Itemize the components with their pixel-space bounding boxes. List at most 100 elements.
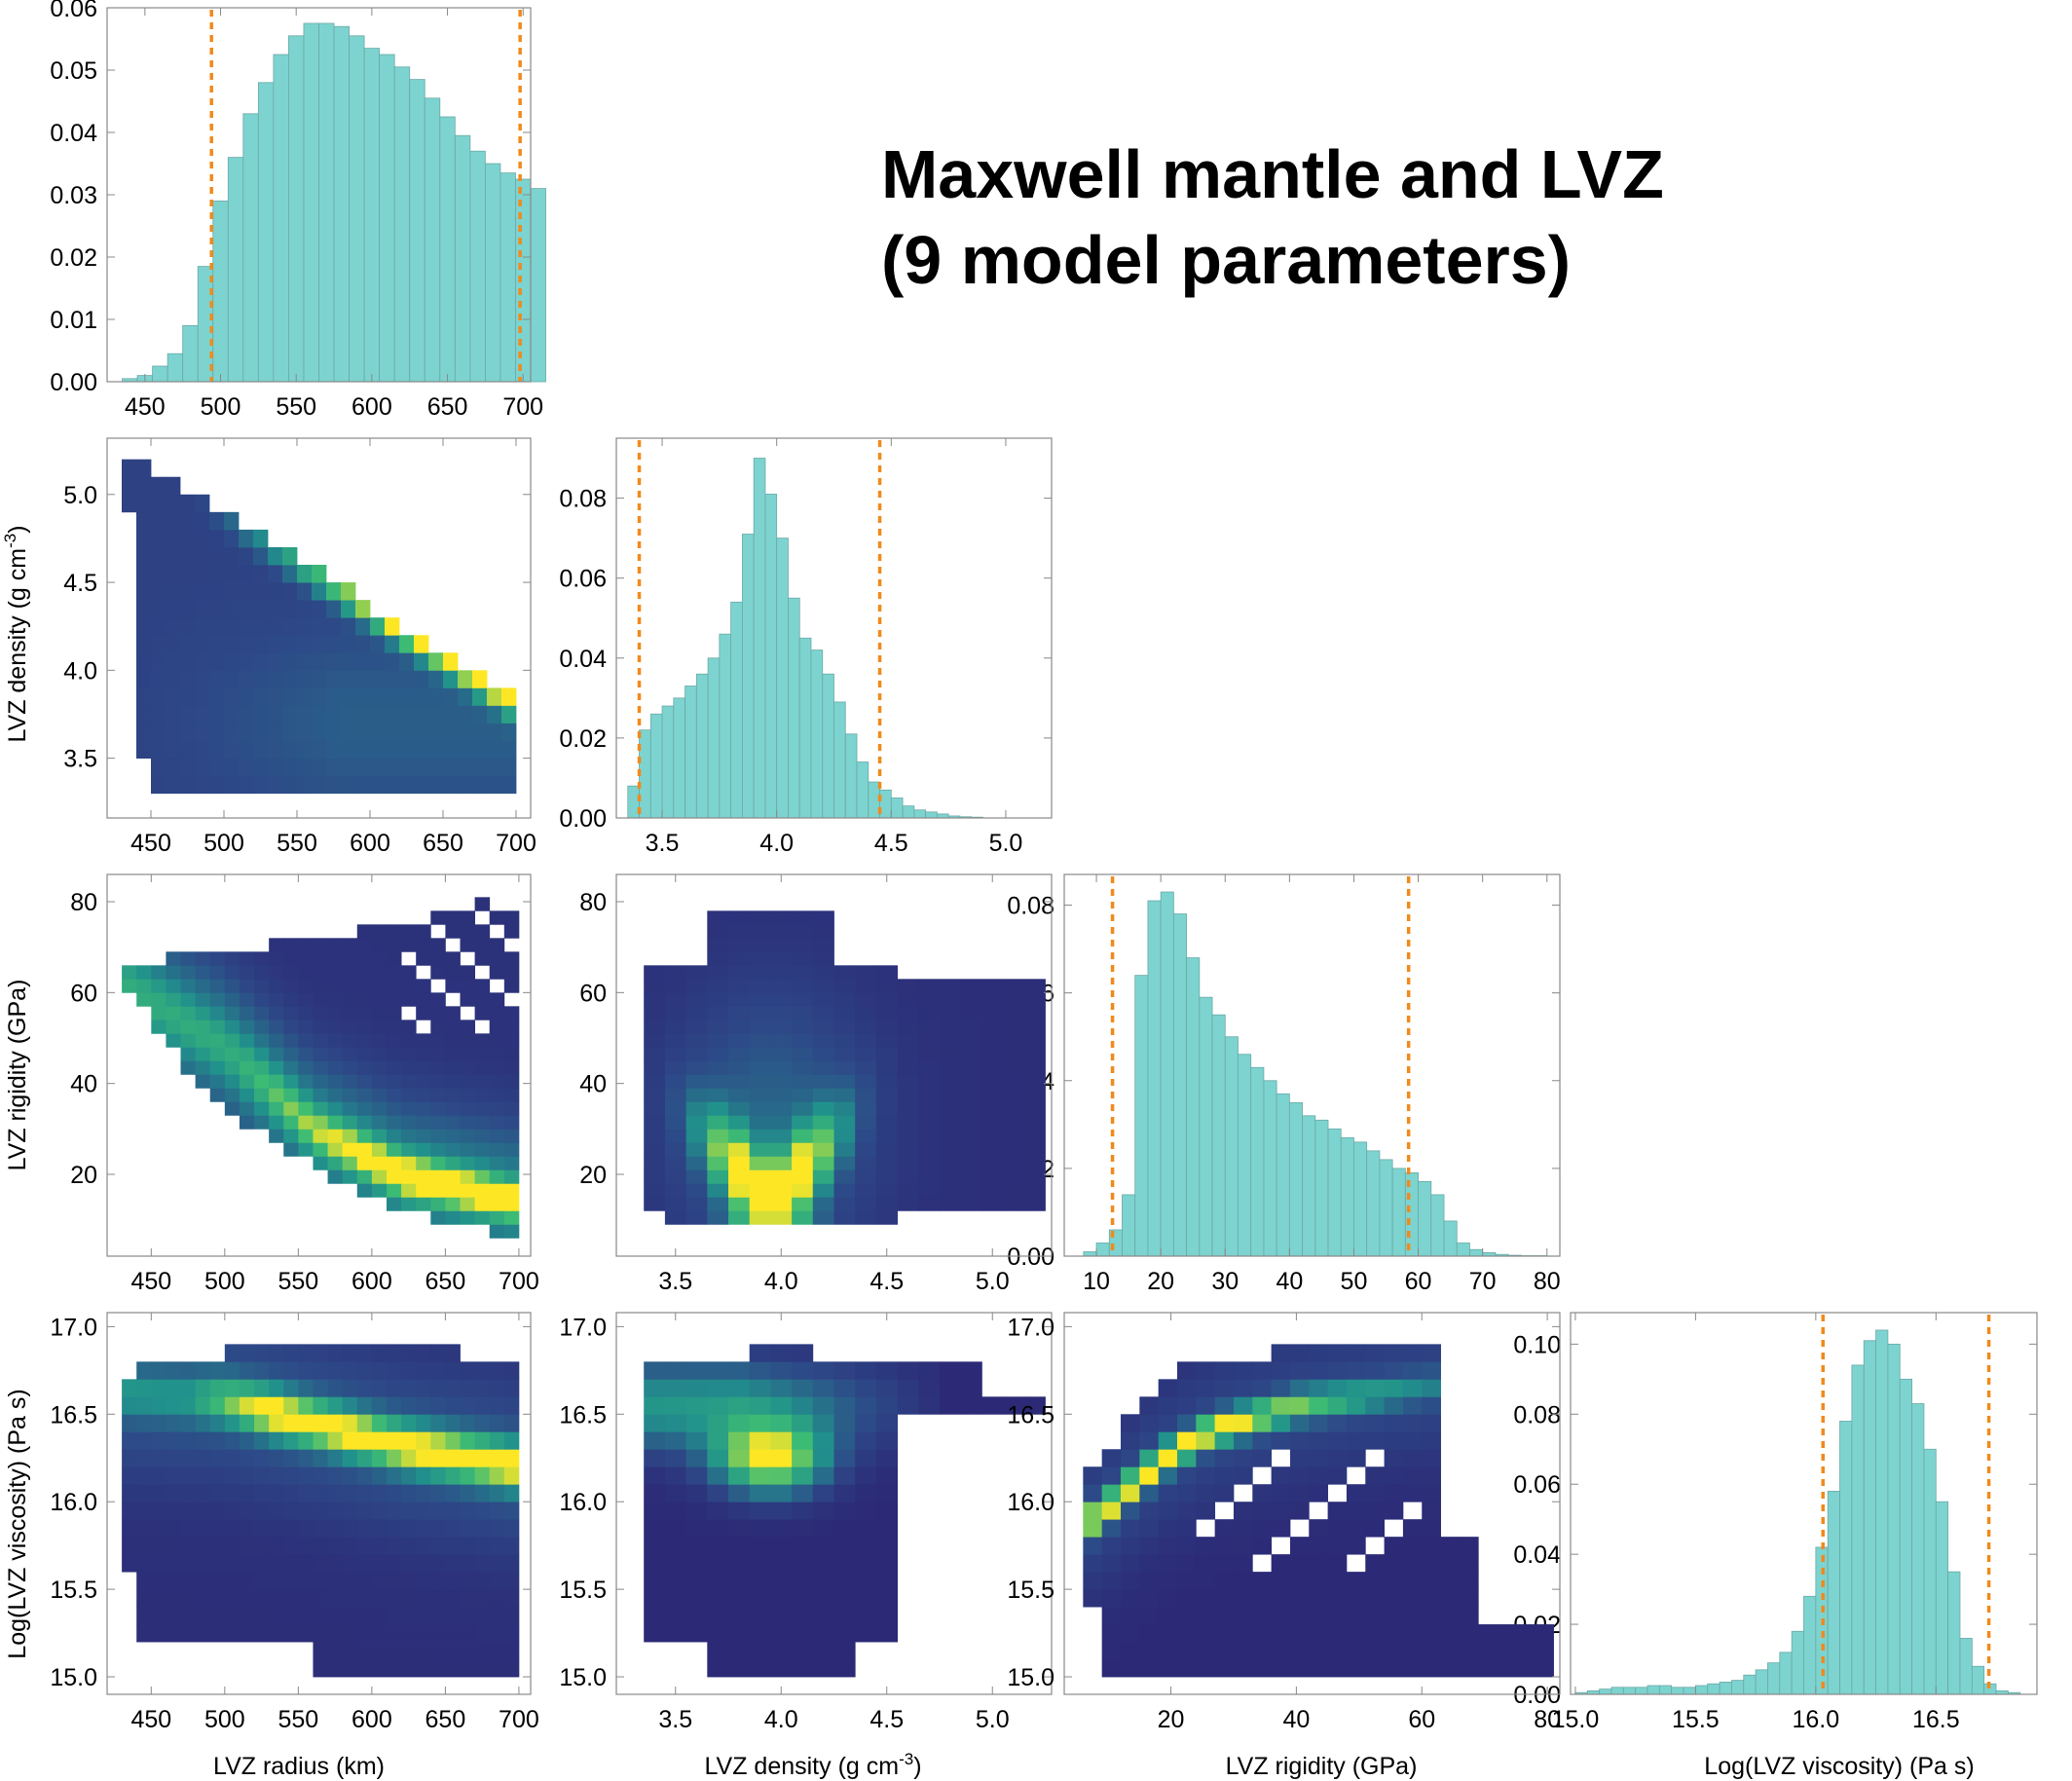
density-viscosity-cell xyxy=(770,1361,793,1380)
radius-rigidity-cell xyxy=(239,1047,255,1061)
viscosity-hist-bar xyxy=(1803,1595,1817,1695)
radius-rigidity-cell xyxy=(401,924,417,939)
radius-viscosity-cell xyxy=(342,1572,358,1590)
rigidity-viscosity-cell xyxy=(1214,1659,1235,1678)
radius-density-cell xyxy=(282,617,298,636)
radius-density-cell xyxy=(239,635,254,653)
radius-viscosity-cell xyxy=(298,1431,314,1450)
radius-viscosity-cell xyxy=(430,1554,446,1573)
density-viscosity-cell xyxy=(875,1361,898,1380)
rigidity-viscosity-cell xyxy=(1176,1484,1197,1503)
radius-rigidity-cell xyxy=(386,1074,402,1089)
radius-density-cell xyxy=(385,740,400,760)
radius-rigidity-cell xyxy=(166,965,181,980)
radius-density-cell xyxy=(136,459,152,478)
radius-density-cell xyxy=(312,670,327,688)
density-rigidity-cell xyxy=(707,1115,729,1130)
radius-rigidity-cell xyxy=(298,979,314,993)
radius-viscosity-cell xyxy=(460,1537,476,1555)
density-rigidity-cell xyxy=(1023,1020,1046,1034)
rigidity-viscosity-cell xyxy=(1139,1624,1160,1643)
radius-viscosity-cell xyxy=(445,1659,461,1678)
density-viscosity-cell xyxy=(664,1466,687,1485)
density-rigidity-cell xyxy=(792,1074,814,1089)
radius-density-cell xyxy=(195,617,210,636)
radius-density-cell xyxy=(355,687,371,706)
density-viscosity-cell xyxy=(833,1449,856,1467)
radius-rigidity-cell xyxy=(371,1156,388,1170)
density-rigidity-cell xyxy=(728,965,751,980)
radius-hist-bar xyxy=(530,188,546,383)
radius-viscosity-cell xyxy=(283,1589,299,1608)
radius-viscosity-cell xyxy=(209,1484,226,1503)
density-rigidity-cell xyxy=(749,1129,771,1143)
radius-density-cell xyxy=(282,635,298,653)
radius-density-cell xyxy=(428,723,444,741)
radius-density-cell xyxy=(487,775,502,795)
radius-rigidity-cell xyxy=(283,992,299,1007)
rigidity-hist-bar xyxy=(1263,1080,1277,1257)
radius-viscosity-cell xyxy=(401,1361,417,1380)
density-hist-bar xyxy=(833,701,846,819)
radius-viscosity-cell xyxy=(239,1414,255,1432)
radius-density-cell xyxy=(268,582,283,601)
rigidity-viscosity-cell xyxy=(1289,1396,1310,1415)
density-y-label-close: ) xyxy=(4,525,31,533)
rigidity-viscosity-cell xyxy=(1120,1466,1140,1485)
radius-viscosity-cell xyxy=(151,1396,166,1415)
radius-viscosity-cell xyxy=(371,1607,388,1625)
density-rigidity-cell xyxy=(897,1101,919,1116)
radius-density-cell xyxy=(282,687,298,706)
radius-viscosity-cell xyxy=(239,1624,255,1643)
rigidity-viscosity-cell xyxy=(1384,1537,1404,1555)
rigidity-viscosity-cell xyxy=(1158,1572,1178,1590)
radius-rigidity-cell xyxy=(342,992,358,1007)
rigidity-viscosity-ytick-label: 17.0 xyxy=(1007,1314,1054,1341)
radius-viscosity-cell xyxy=(460,1466,476,1485)
radius-density-cell xyxy=(136,476,152,496)
density-rigidity-cell xyxy=(1023,1169,1046,1184)
rigidity-viscosity-cell xyxy=(1346,1624,1366,1643)
rigidity-viscosity-cell xyxy=(1196,1361,1216,1380)
radius-rigidity-cell xyxy=(474,1033,491,1048)
radius-viscosity-cell xyxy=(371,1396,388,1415)
radius-rigidity-cell xyxy=(283,1142,299,1157)
density-viscosity-cell xyxy=(749,1466,771,1485)
radius-rigidity-cell xyxy=(445,1129,461,1143)
density-viscosity-cell xyxy=(960,1396,982,1415)
radius-rigidity-cell xyxy=(269,1088,284,1102)
rigidity-viscosity-cell xyxy=(1271,1414,1291,1432)
density-rigidity-cell xyxy=(685,1060,708,1075)
radius-viscosity-cell xyxy=(474,1361,491,1380)
radius-rigidity-cell xyxy=(166,1020,181,1034)
rigidity-viscosity-cell xyxy=(1101,1607,1122,1625)
density-rigidity-cell xyxy=(960,1033,982,1048)
rigidity-viscosity-cell xyxy=(1289,1624,1310,1643)
radius-viscosity-cell xyxy=(166,1519,181,1538)
radius-viscosity-cell xyxy=(416,1396,431,1415)
radius-rigidity-cell xyxy=(489,1047,505,1061)
density-rigidity-cell xyxy=(939,1020,962,1034)
density-rigidity-cell xyxy=(707,1033,729,1048)
density-viscosity-cell xyxy=(855,1484,877,1503)
radius-density-cell xyxy=(224,775,240,795)
radius-rigidity-cell xyxy=(430,1197,446,1211)
radius-viscosity-cell xyxy=(180,1449,197,1467)
rigidity-viscosity-cell xyxy=(1440,1572,1461,1590)
radius-rigidity-cell xyxy=(327,1006,344,1020)
radius-rigidity-cell xyxy=(239,1115,255,1130)
rigidity-viscosity-cell xyxy=(1365,1554,1385,1573)
panel-grid: 450 500 550 600 650 7000.000.010.020.030.040.… xyxy=(50,0,2038,1733)
rigidity-viscosity-cell xyxy=(1289,1502,1310,1520)
rigidity-viscosity-cell xyxy=(1196,1624,1216,1643)
radius-density-cell xyxy=(341,600,356,618)
density-viscosity-cell xyxy=(792,1414,814,1432)
radius-density-cell xyxy=(385,723,400,741)
density-rigidity-cell xyxy=(770,979,793,993)
radius-rigidity-cell xyxy=(489,910,505,925)
radius-viscosity-cell xyxy=(195,1607,211,1625)
radius-viscosity-cell xyxy=(342,1484,358,1503)
radius-viscosity-cell xyxy=(474,1589,491,1608)
density-viscosity-cell xyxy=(770,1431,793,1450)
radius-density-cell xyxy=(166,494,181,513)
